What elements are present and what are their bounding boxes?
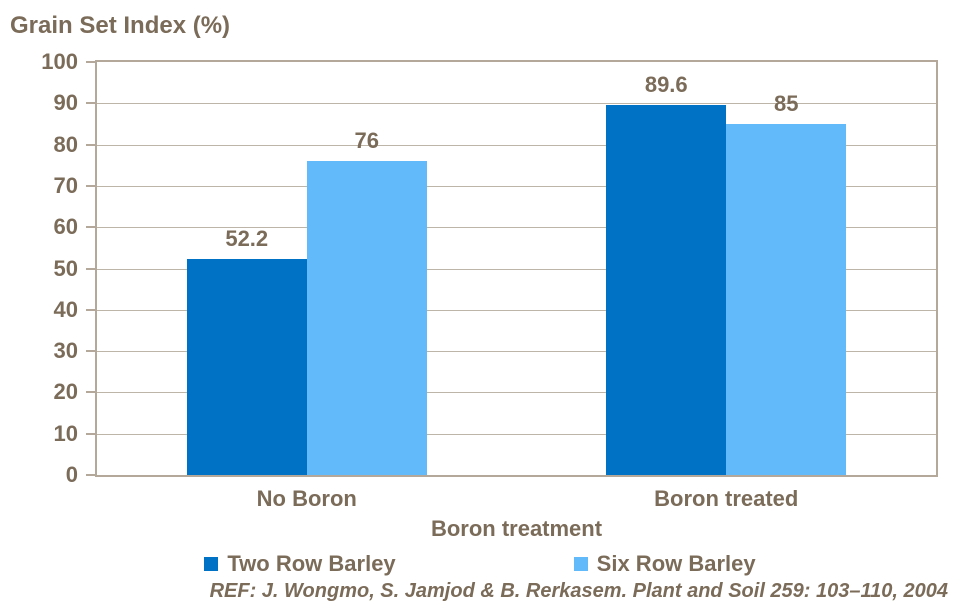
y-axis-tick-mark [86, 391, 95, 394]
y-axis-tick-mark [86, 226, 95, 229]
y-axis-tick-mark [86, 102, 95, 105]
y-axis-tick-labels: 0 10 20 30 40 50 60 70 80 90 100 [0, 49, 78, 487]
chart-title: Grain Set Index (%) [10, 12, 231, 39]
y-axis-tick-label: 40 [53, 296, 78, 322]
legend-swatch-icon [204, 557, 219, 571]
gridline [97, 227, 936, 229]
legend-item: Six Row Barley [573, 551, 756, 577]
bar: 76 [306, 128, 427, 475]
bar-group: 52.2 76 [97, 62, 517, 475]
y-axis-tick-mark [86, 432, 95, 435]
reference-text: REF: J. Wongmo, S. Jamjod & B. Rerkasem.… [209, 580, 948, 602]
y-axis-tick-label: 70 [53, 172, 78, 198]
y-axis-tick-label: 10 [53, 420, 78, 446]
category-label: Boron treated [654, 486, 799, 511]
y-axis-tick-mark [86, 308, 95, 311]
bar-value-label: 76 [354, 128, 379, 154]
gridline [97, 351, 936, 353]
y-axis-tick-mark [86, 61, 95, 63]
x-axis-title: Boron treatment [430, 516, 603, 541]
bar-group: 89.6 85 [517, 62, 937, 475]
y-axis-tick-label: 100 [41, 49, 78, 74]
gridline [97, 309, 936, 311]
y-axis-tick-mark [86, 267, 95, 270]
gridline [97, 433, 936, 435]
legend-swatch-icon [573, 557, 588, 571]
y-axis-tick-label: 80 [53, 131, 78, 157]
x-axis-category-labels: No Boron Boron treated [97, 486, 936, 512]
y-axis-tick-mark [86, 184, 95, 187]
legend: Two Row Barley Six Row Barley [0, 551, 960, 577]
y-axis-tick-label: 50 [53, 255, 78, 281]
bar-value-label: 52.2 [225, 226, 269, 252]
y-axis-tick-mark [86, 143, 95, 146]
y-axis-tick-label: 30 [53, 338, 78, 364]
gridline [97, 144, 936, 146]
bar: 89.6 [606, 72, 727, 475]
legend-label: Two Row Barley [227, 551, 396, 576]
bar-value-label: 89.6 [644, 71, 688, 97]
gridline [97, 185, 936, 187]
y-axis-tick-label: 0 [65, 462, 78, 487]
y-axis-tick-mark [86, 474, 95, 476]
y-axis-tick-label: 60 [53, 214, 78, 240]
gridline [97, 103, 936, 105]
gridline [97, 268, 936, 270]
bar-groups: 52.2 76 89.6 85 [97, 62, 936, 475]
plot-area: 52.2 76 89.6 85 [95, 60, 938, 477]
legend-item: Two Row Barley [204, 551, 396, 577]
bar: 85 [726, 91, 847, 475]
y-axis-tick-label: 20 [53, 379, 78, 405]
category-label: No Boron [256, 486, 357, 511]
gridline [97, 392, 936, 394]
legend-label: Six Row Barley [596, 551, 756, 576]
bar-value-label: 85 [774, 90, 799, 116]
y-axis-tick-label: 90 [53, 90, 78, 116]
bar: 52.2 [186, 226, 307, 475]
y-axis-tick-marks [86, 61, 95, 476]
y-axis-tick-mark [86, 350, 95, 353]
